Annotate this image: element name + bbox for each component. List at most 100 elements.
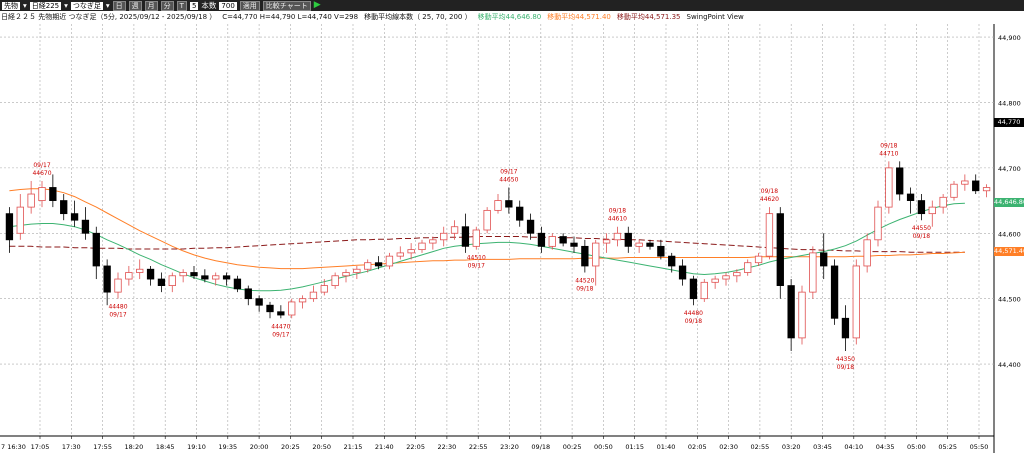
apply-button[interactable]: 適用 [239,0,260,11]
candle-body [776,213,784,286]
candle-body [830,265,839,319]
compare-chart-button[interactable]: 比較チャート [262,0,311,11]
candle-body [874,206,882,241]
ma200-line [9,236,965,253]
x-tick-label: 09/18 [531,443,550,451]
dropdown-icon[interactable]: ▾ [64,1,68,10]
candle-body [103,265,111,293]
candle-body [928,206,936,215]
swing-label: 09/17 [468,263,485,270]
swing-label: 44520 [575,278,594,285]
swing-label: 44550 [912,225,931,232]
swing-label: 09/18 [576,286,593,293]
candle-body [950,183,958,198]
tool-week[interactable]: 週 [128,0,142,11]
x-tick-label: 18:45 [156,443,175,451]
swing-label: 44610 [608,216,627,223]
candle-body [461,226,470,247]
candle-body [277,311,285,316]
candle-body [961,180,969,185]
x-tick-label: 02:30 [719,443,738,451]
x-tick-label: 20:00 [250,443,269,451]
tool-month[interactable]: 月 [144,0,158,11]
toolbar: 先物 ▾ 日経225 ▾ つなぎ足 ▾ 日 週 月 分 T 5 本数 700 適… [0,0,1024,11]
y-tick-label: 44,900 [998,34,1021,42]
info-bar: 日経２２５ 先物期近 つなぎ足（5分, 2025/09/12 - 2025/09… [0,12,744,22]
swing-label: 44710 [879,150,898,157]
candle-body [168,275,176,286]
index-select[interactable]: 日経225 [29,1,62,10]
candle-body [678,265,687,280]
swing-label: 09/18 [685,318,702,325]
candle-body [81,219,90,234]
tool-tick[interactable]: T [176,0,187,11]
x-tick-label: 17:30 [62,443,81,451]
swing-label: 09/17 [109,312,126,319]
candle-body [212,275,220,280]
swing-label: 09/17 [33,162,50,169]
candle-body [516,206,524,221]
candle-body [972,180,980,192]
x-tick-label: 01:15 [625,443,644,451]
candle-body [396,252,404,257]
contract-select[interactable]: つなぎ足 [70,1,103,10]
candle-body [440,232,448,241]
candle-body [537,232,546,247]
tool-minute[interactable]: 分 [160,0,174,11]
candle-body [613,232,622,241]
ma25-label: 移動平均44,646.80 [477,13,542,21]
count-input[interactable]: 700 [219,1,237,10]
candle-body [722,275,730,280]
x-tick-label: 22:55 [469,443,488,451]
candle-body [222,275,231,280]
candle-body [418,242,426,251]
swing-label: 09/17 [272,331,289,338]
candle-body [841,317,850,339]
candle-body [689,278,698,300]
candle-body [331,275,339,286]
candle-body [298,298,307,303]
candle-body [60,200,68,215]
candle-body [765,213,774,257]
zoom-input[interactable]: 5 [189,1,199,10]
x-tick-label: 01:40 [657,443,676,451]
swing-label: 44350 [836,356,855,363]
candle-body [570,242,578,247]
candle-body [70,213,79,221]
ohlc-readout: C=44,770 H=44,790 L=44,740 V=298 [222,13,359,21]
candle-body [179,272,187,277]
candle-body [49,187,57,201]
candle-body [624,232,632,247]
candle-body [136,268,144,273]
current-price-box: 44,770 [994,117,1024,127]
tool-day[interactable]: 日 [112,0,126,11]
candle-body [27,193,35,208]
x-tick-label: 05:25 [938,443,957,451]
dropdown-icon[interactable]: ▾ [105,1,110,10]
dropdown-icon[interactable]: ▾ [23,1,27,10]
y-tick-label: 44,600 [998,230,1021,238]
candle-body [700,281,708,300]
candle-body [505,200,513,208]
candle-body [114,278,122,293]
candle-body [559,236,567,244]
x-tick-label: 04:10 [844,443,863,451]
flag-icon[interactable]: ▶ [313,0,321,10]
candle-body [364,262,372,270]
swing-label: 09/18 [761,188,778,195]
candle-body [863,239,871,267]
market-select[interactable]: 先物 [2,1,20,10]
swing-label: 44670 [32,170,51,177]
candle-body [744,262,752,273]
candle-body [342,272,350,277]
chart-title: 日経２２５ 先物期近 つなぎ足（5分, 2025/09/12 - 2025/09… [1,13,217,21]
ma70-line [9,188,965,270]
swing-label: 44620 [760,196,779,203]
candle-body [646,242,654,247]
x-tick-label: 23:20 [500,443,519,451]
candle-body [288,301,296,316]
candle-body [733,272,741,277]
candle-body [5,213,14,241]
candle-body [157,278,166,286]
